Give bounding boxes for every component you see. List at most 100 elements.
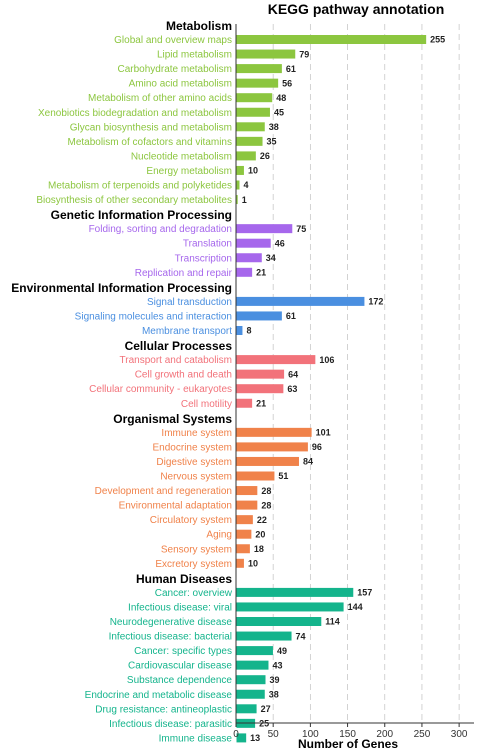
bar (236, 646, 273, 656)
bar (236, 471, 275, 481)
category-label: Xenobiotics biodegradation and metabolis… (38, 108, 232, 119)
category-label: Metabolism of terpenoids and polyketides (48, 181, 232, 192)
bar (236, 515, 253, 525)
category-label: Nervous system (160, 472, 232, 483)
value-label: 63 (287, 384, 297, 394)
value-label: 49 (277, 646, 287, 656)
bar (236, 78, 279, 88)
bar (236, 224, 293, 234)
category-label: Substance dependence (127, 675, 233, 686)
value-label: 84 (303, 457, 313, 467)
bar (236, 704, 257, 714)
category-label: Excretory system (155, 559, 232, 570)
category-label: Circulatory system (150, 515, 232, 526)
value-label: 8 (246, 326, 251, 336)
bar (236, 442, 308, 452)
category-label: Amino acid metabolism (129, 79, 232, 90)
value-label: 56 (282, 78, 292, 88)
value-label: 74 (296, 631, 306, 641)
category-label: Translation (183, 239, 232, 250)
x-axis-label: Number of Genes (298, 737, 398, 751)
category-label: Cardiovascular disease (128, 661, 232, 672)
group-heading: Environmental Information Processing (11, 281, 232, 295)
category-label: Environmental adaptation (119, 501, 232, 512)
value-label: 61 (286, 64, 296, 74)
value-label: 144 (348, 602, 363, 612)
category-label: Cancer: specific types (134, 646, 232, 657)
category-label: Infectious disease: parasitic (109, 719, 232, 730)
category-label: Replication and repair (135, 268, 233, 279)
value-label: 39 (270, 675, 280, 685)
value-label: 10 (248, 166, 258, 176)
category-label: Signaling molecules and interaction (75, 311, 232, 322)
bar (236, 500, 258, 510)
bar (236, 267, 253, 277)
group-heading: Cellular Processes (125, 339, 233, 353)
value-label: 43 (272, 660, 282, 670)
x-tick-label: 300 (451, 729, 468, 740)
value-label: 61 (286, 311, 296, 321)
bar (236, 296, 365, 306)
bar (236, 35, 427, 44)
value-label: 28 (261, 500, 271, 510)
bar (236, 93, 273, 103)
bar (236, 689, 265, 699)
chart-title: KEGG pathway annotation (268, 1, 445, 17)
category-label: Metabolism of cofactors and vitamins (67, 137, 232, 148)
x-tick-label: 0 (233, 729, 239, 740)
x-tick-label: 100 (302, 729, 319, 740)
bar (236, 675, 266, 685)
category-label: Aging (206, 530, 232, 541)
bar (236, 369, 285, 379)
bar (236, 107, 270, 117)
category-label: Digestive system (156, 457, 232, 468)
bar (236, 617, 322, 626)
value-label: 4 (243, 180, 248, 190)
category-label: Folding, sorting and degradation (89, 224, 232, 235)
x-tick-label: 200 (376, 729, 393, 740)
group-heading: Genetic Information Processing (51, 208, 232, 222)
bar (236, 49, 296, 59)
bar (236, 64, 282, 74)
category-label: Metabolism of other amino acids (88, 93, 232, 104)
value-label: 79 (299, 49, 309, 59)
category-label: Transport and catabolism (120, 355, 232, 366)
category-label: Global and overview maps (114, 35, 232, 46)
category-label: Lipid metabolism (157, 50, 232, 61)
value-label: 114 (325, 617, 340, 627)
value-label: 106 (319, 355, 334, 365)
x-tick-label: 50 (268, 729, 280, 740)
value-label: 38 (269, 689, 279, 699)
category-label: Immune system (161, 428, 232, 439)
value-label: 75 (296, 224, 306, 234)
category-label: Signal transduction (147, 297, 232, 308)
value-label: 22 (257, 515, 267, 525)
bar (236, 151, 256, 161)
bar (236, 238, 271, 248)
bar (236, 311, 282, 321)
bar (236, 136, 263, 146)
value-label: 21 (256, 268, 266, 278)
value-label: 101 (316, 428, 331, 438)
category-label: Energy metabolism (146, 166, 232, 177)
value-label: 96 (312, 442, 322, 452)
value-label: 25 (259, 719, 269, 729)
value-label: 20 (255, 529, 265, 539)
bar (236, 602, 344, 612)
value-label: 35 (267, 137, 277, 147)
value-label: 38 (269, 122, 279, 132)
value-label: 13 (250, 733, 260, 743)
bar (236, 631, 292, 641)
x-tick-label: 150 (339, 729, 356, 740)
category-label: Cell growth and death (135, 370, 232, 381)
category-label: Endocrine system (153, 442, 232, 453)
bar (236, 427, 312, 437)
category-label: Drug resistance: antineoplastic (95, 704, 232, 715)
bar (236, 544, 250, 554)
x-tick-label: 250 (414, 729, 431, 740)
value-label: 10 (248, 559, 258, 569)
category-label: Nucleotide metabolism (131, 151, 232, 162)
category-label: Glycan biosynthesis and metabolism (70, 122, 232, 133)
